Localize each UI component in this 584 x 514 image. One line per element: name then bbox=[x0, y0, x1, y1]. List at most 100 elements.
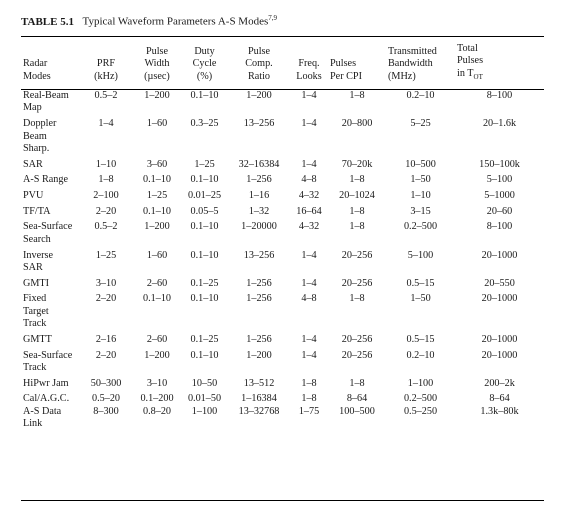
table-cell: 1–4 bbox=[98, 118, 114, 130]
table-row: GMTI 3–10 2–60 0.1–25 1–256 1–4 20–256 0.5–15 20… bbox=[21, 276, 544, 292]
table-cell: 0.1–10 bbox=[190, 293, 219, 305]
table-cell: 2–60 bbox=[146, 333, 168, 345]
table-cell: 1–200 bbox=[246, 349, 272, 361]
cell-line: Sharp. bbox=[23, 142, 50, 154]
table-cell: 1–200 bbox=[246, 90, 272, 101]
table-cell: 1–256 bbox=[246, 293, 272, 305]
table-cell: 1–4 bbox=[301, 118, 317, 130]
cell-line: Inverse bbox=[23, 249, 53, 261]
cell-line: Link bbox=[23, 418, 43, 430]
table-cell: 20–1.6k bbox=[482, 118, 517, 130]
cell-line: Modes bbox=[23, 70, 51, 82]
cell-line: Doppler bbox=[23, 118, 57, 130]
cell-line: Freq. bbox=[298, 58, 320, 70]
table-cell: 2–16 bbox=[95, 333, 117, 345]
table-cell: 0.1–10 bbox=[190, 174, 219, 186]
table-cell: 3–10 bbox=[146, 377, 168, 389]
waveform-parameters-table: Radar Modes PRF (kHz) Pulse Width (µsec) Duty Cy… bbox=[21, 41, 544, 432]
table-cell: 70–20k bbox=[341, 158, 373, 170]
table-cell: 3–15 bbox=[410, 205, 431, 217]
table-cell: 1–200 bbox=[144, 349, 170, 361]
table-cell: 8–64 1.3k–80k bbox=[480, 393, 519, 417]
table-cell: 0.01–25 bbox=[187, 190, 222, 202]
cell-line: Search bbox=[23, 233, 51, 245]
table-cell: 0.2–10 bbox=[406, 349, 435, 361]
mode-name-cell: Fixed Target Track bbox=[21, 291, 79, 332]
mode-name-cell: GMTT bbox=[21, 332, 79, 348]
cell-line: Looks bbox=[296, 70, 322, 82]
mode-name-cell: TF/TA bbox=[21, 204, 79, 220]
table-row: Sea-Surface Track 2–20 1–200 0.1–10 1–200 1–4 2… bbox=[21, 348, 544, 376]
table-cell: 8–100 bbox=[486, 221, 513, 233]
cell-line: Pulses bbox=[457, 55, 484, 67]
table-cell: 1–256 bbox=[246, 174, 272, 186]
table-row: SAR 1–10 3–60 1–25 32–16384 1–4 70–20k 10–500 15… bbox=[21, 157, 544, 173]
table-cell: 1–8 bbox=[349, 174, 365, 186]
table-caption: TABLE 5.1 Typical Waveform Parameters A-… bbox=[21, 14, 277, 28]
table-row: TF/TA 2–20 0.1–10 0.05–5 1–32 16–64 1–8 3–15 20–… bbox=[21, 204, 544, 220]
mode-name-cell: GMTI bbox=[21, 276, 79, 292]
cell-line: Transmitted bbox=[388, 45, 437, 57]
table-cell: 4–8 bbox=[301, 174, 317, 186]
table-row: HiPwr Jam 50–300 3–10 10–50 13–512 1–8 1–8 1–10… bbox=[21, 376, 544, 392]
mode-name-cell: Sea-Surface Search bbox=[21, 219, 79, 247]
cell-line: Cycle bbox=[192, 58, 217, 70]
mode-name-cell: Cal/A.G.C. A-S Data Link bbox=[21, 391, 79, 432]
cell-line: Target bbox=[23, 305, 49, 317]
table-cell: 1–8 bbox=[349, 205, 365, 217]
mode-name-cell: A-S Range bbox=[21, 172, 79, 188]
table-cell: 0.1–10 bbox=[190, 349, 219, 361]
table-row: Fixed Target Track 2–20 0.1–10 0.1–10 1–256 4–8… bbox=[21, 291, 544, 332]
table-cell: 1–100 bbox=[407, 377, 434, 389]
cell-line: Fixed bbox=[23, 293, 47, 305]
table-cell: 1–50 bbox=[410, 174, 431, 186]
table-cell: 5–100 bbox=[407, 249, 434, 261]
table-cell: 2–60 bbox=[146, 277, 168, 289]
table-header-rule bbox=[21, 89, 544, 90]
table-cell: 1–25 bbox=[146, 190, 168, 202]
cell-line: A-S Data bbox=[23, 405, 62, 417]
table-cell: 0.1–10 bbox=[190, 221, 219, 233]
cell-line: TF/TA bbox=[23, 205, 51, 217]
cell-line: (MHz) bbox=[388, 70, 416, 82]
table-cell: 13–256 bbox=[243, 249, 275, 261]
table-cell: 5–1000 bbox=[484, 190, 515, 202]
cell-line: in T bbox=[457, 67, 474, 79]
cell-line: Bandwidth bbox=[388, 58, 433, 70]
table-cell: 50–300 bbox=[90, 377, 122, 389]
table-number: TABLE 5.1 bbox=[21, 15, 74, 28]
column-header: Total Pulses in TOT bbox=[455, 41, 544, 88]
column-header: Transmitted Bandwidth (MHz) bbox=[386, 41, 455, 88]
table-cell: 0.1–10 bbox=[142, 174, 171, 186]
cell-line: Beam bbox=[23, 130, 47, 142]
table-cell: 1–4 bbox=[301, 90, 317, 101]
table-cell: 0.5–2 bbox=[94, 90, 118, 101]
table-cell: 10–500 bbox=[405, 158, 436, 170]
table-cell: 1–8 bbox=[349, 90, 365, 101]
table-cell: 3–10 bbox=[95, 277, 117, 289]
table-cell: 10–50 bbox=[191, 377, 218, 389]
table-cell: 5–100 bbox=[486, 174, 513, 186]
table-cell: 0.1–10 bbox=[142, 205, 171, 217]
table-cell: 1–60 bbox=[146, 118, 168, 130]
cell-line: SAR bbox=[23, 261, 43, 273]
cell-line: (µsec) bbox=[144, 70, 170, 82]
table-cell: 200–2k bbox=[484, 377, 515, 389]
cell-line: GMTT bbox=[23, 333, 52, 345]
table-cell: 20–1000 bbox=[481, 249, 518, 261]
cell-line: PVU bbox=[23, 190, 44, 202]
column-header: Duty Cycle (%) bbox=[181, 41, 228, 88]
table-cell: 20–256 bbox=[341, 349, 373, 361]
table-cell: 8–64 100–500 bbox=[339, 393, 375, 417]
cell-line: PRF bbox=[96, 58, 116, 70]
cell-line: Real-Beam bbox=[23, 90, 69, 101]
table-row: Cal/A.G.C. A-S Data Link 0.5–20 8–300 0.1–20… bbox=[21, 391, 544, 432]
table-title-reference: 7,9 bbox=[268, 14, 278, 22]
table-cell: 2–100 bbox=[93, 190, 119, 202]
mode-name-cell: Inverse SAR bbox=[21, 248, 79, 276]
table-cell: 1–25 bbox=[194, 158, 215, 170]
table-cell: 0.1–10 bbox=[142, 293, 171, 305]
table-cell: 2–20 bbox=[95, 293, 117, 305]
cell-line: Pulse bbox=[145, 45, 169, 57]
table-cell: 0.1–25 bbox=[190, 333, 219, 345]
